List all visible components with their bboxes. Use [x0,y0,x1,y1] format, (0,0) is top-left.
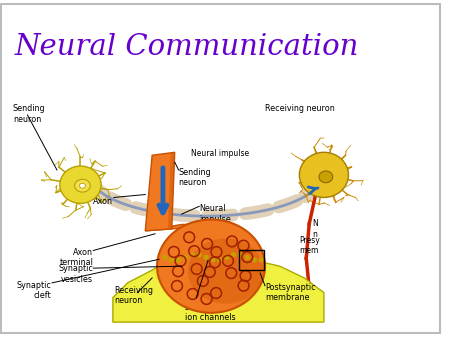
Circle shape [245,256,249,259]
Text: Neural impulse: Neural impulse [191,149,250,158]
Circle shape [225,255,229,259]
Circle shape [211,258,215,262]
Text: Neural Communication: Neural Communication [15,32,359,61]
Text: Axon
terminal: Axon terminal [59,247,93,267]
Ellipse shape [299,152,348,197]
Ellipse shape [319,171,333,183]
Circle shape [232,253,235,257]
Ellipse shape [75,179,90,192]
Text: Receiving
neuron: Receiving neuron [114,286,153,305]
Text: Synaptic
cleft: Synaptic cleft [16,281,51,300]
Text: Sending
neuron: Sending neuron [13,104,45,124]
Polygon shape [168,152,175,229]
Circle shape [190,253,194,257]
Ellipse shape [188,238,264,304]
Circle shape [163,256,167,259]
Ellipse shape [60,166,101,203]
Ellipse shape [80,183,86,188]
Text: Synaptic
vesicles: Synaptic vesicles [58,264,93,284]
Ellipse shape [157,220,265,313]
Circle shape [238,253,243,257]
Circle shape [170,258,174,262]
Text: Sending
neuron: Sending neuron [179,168,211,187]
Circle shape [197,253,201,257]
Text: Neural
impulse: Neural impulse [199,204,231,224]
Polygon shape [113,256,324,322]
Circle shape [218,258,222,262]
Text: N
n: N n [312,219,318,239]
Text: Postsynaptic
membrane: Postsynaptic membrane [265,283,315,302]
Text: Presy
mem: Presy mem [299,236,320,256]
Text: Receiving neuron: Receiving neuron [265,104,335,113]
Text: Binding
sites on
ion channels: Binding sites on ion channels [184,293,235,322]
Bar [238,250,264,270]
Circle shape [204,256,208,259]
Polygon shape [145,152,175,231]
Text: Axon: Axon [93,197,113,207]
Circle shape [252,258,256,262]
Polygon shape [145,224,231,231]
Circle shape [177,258,180,262]
Polygon shape [152,256,250,280]
Circle shape [184,255,188,259]
Circle shape [259,258,263,262]
